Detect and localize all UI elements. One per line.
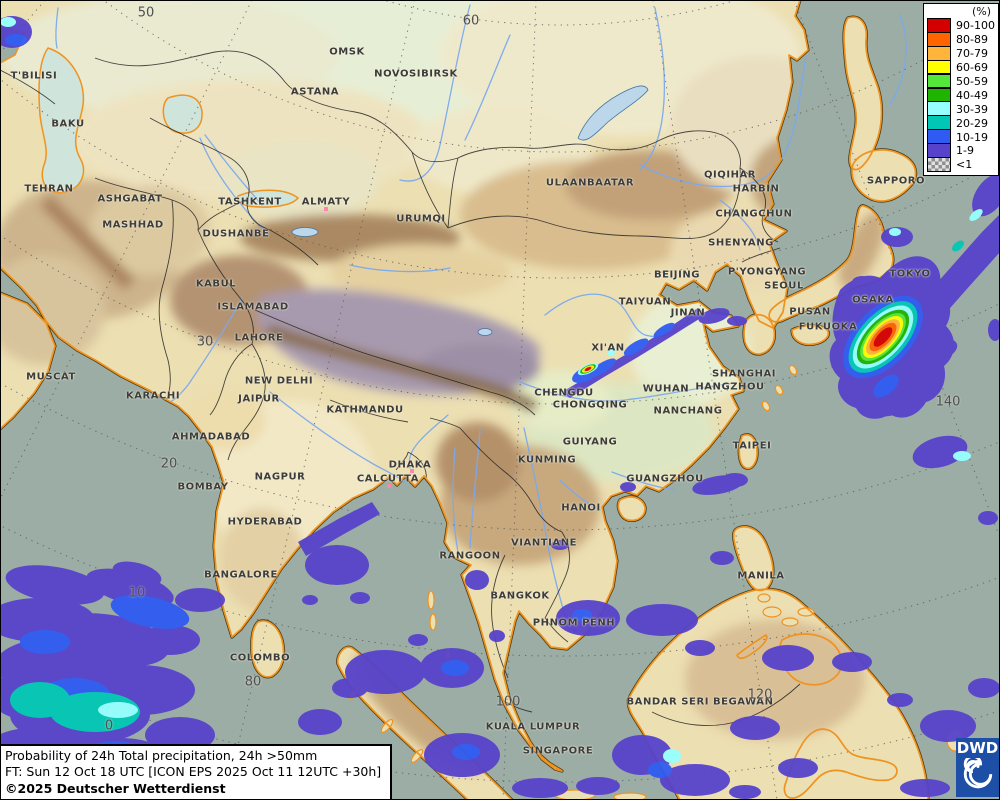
legend-label: 80-89 [956,33,988,47]
legend-item: 10-19 [927,129,995,144]
precipitation-probability-overlay [0,16,1000,799]
legend-item: 60-69 [927,59,995,75]
rivers [55,4,949,633]
map-title: Probability of 24h Total precipitation, … [5,747,318,763]
lakes [0,25,649,336]
xian-precip-band [562,308,747,398]
legend-item: 20-29 [927,115,995,130]
legend-label: 60-69 [956,61,988,75]
dwd-logo-text: DWD [956,739,999,757]
caspian-sea [38,47,85,194]
legend-item: 70-79 [927,45,995,61]
legend-swatch [927,32,952,47]
legend-item: 80-89 [927,32,995,47]
legend-item: 40-49 [927,87,995,103]
legend-item: 1-9 [927,143,995,158]
legend-label: 40-49 [956,88,988,102]
legend-label: 20-29 [956,116,988,130]
probability-legend: (%) 90-100 80-89 70-79 60-69 50-59 40-49 30-39… [923,3,999,176]
legend-label: 10-19 [956,130,988,144]
aral-sea [162,94,203,134]
copyright: ©2025 Deutscher Wetterdienst [5,780,226,796]
dwd-spiral-icon [963,758,992,789]
legend-item: 30-39 [927,101,995,117]
dwd-logo: DWD [956,738,999,797]
legend-label: 50-59 [956,75,988,88]
legend-swatch [927,87,952,103]
terrain-shading [0,0,885,773]
small-islands [348,364,995,800]
lake-baikal [577,85,649,141]
legend-item: <1 [927,157,995,172]
legend-title: (%) [971,5,991,18]
legend-label: 1-9 [956,144,974,158]
typhoon-probability-blob [829,173,1000,419]
legend-label: <1 [956,158,973,172]
legend-swatch [927,59,952,75]
legend-label: 90-100 [956,19,995,33]
legend-swatch [927,101,952,117]
legend-swatch [927,115,952,130]
map-info-box: Probability of 24h Total precipitation, … [0,743,393,800]
legend-swatch [927,143,952,158]
legend-label: 70-79 [956,47,988,61]
legend-swatch [927,157,952,172]
legend-item: 90-100 [927,18,995,33]
legend-swatch [927,18,952,33]
legend-label: 30-39 [956,102,988,116]
forecast-time: FT: Sun 12 Oct 18 UTC [ICON EPS 2025 Oct… [5,764,382,779]
legend-swatch [927,45,952,61]
lake-issyk-kul [291,227,319,237]
legend-swatch [927,129,952,144]
legend-items: 90-100 80-89 70-79 60-69 50-59 40-49 30-39 20-2… [927,18,995,172]
legend-swatch [927,73,952,89]
legend-item: 50-59 [927,73,995,89]
